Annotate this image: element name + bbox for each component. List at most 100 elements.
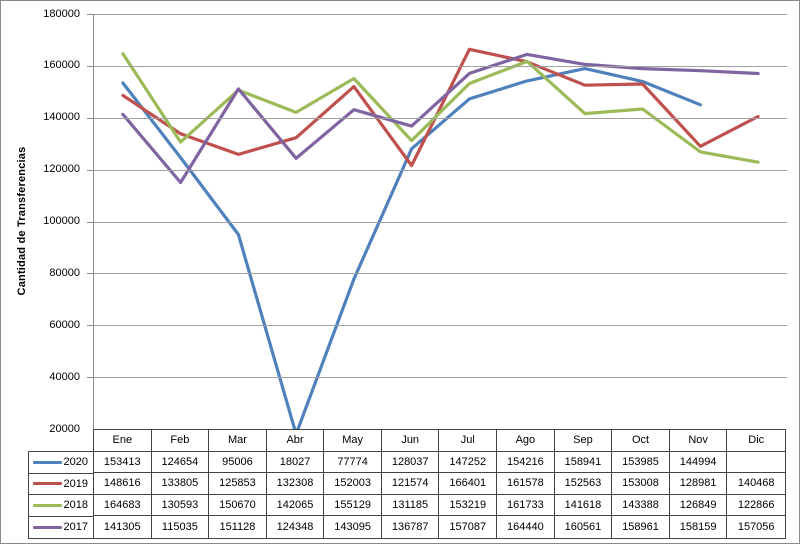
table-value-cell: 128981: [669, 473, 728, 495]
month-header-cell: Feb: [151, 430, 210, 452]
table-value-cell: 161733: [497, 494, 555, 517]
data-table: Ene Feb Mar Abr May Jun Jul Ago Sep Oct Nov Dic 1534…: [93, 429, 786, 539]
table-value-cell: 140468: [727, 473, 785, 495]
table-value-cell: [727, 452, 785, 474]
legend-row: 2018: [29, 495, 93, 517]
table-value-cell: 166401: [439, 473, 498, 495]
table-value-cell: 153985: [612, 451, 670, 474]
y-tick-label: 140000: [43, 111, 80, 124]
table-value-cell: 142065: [266, 494, 325, 517]
y-tick-label: 60000: [49, 318, 80, 331]
y-axis-tick: [87, 377, 94, 379]
month-header-cell: May: [324, 430, 382, 452]
table-value-cell: 158941: [554, 451, 613, 474]
gridline: [94, 14, 787, 15]
series-line-2020: [121, 66, 703, 429]
table-value-cell: 128037: [381, 451, 440, 474]
gridline: [94, 273, 787, 275]
legend-year-label: 2017: [63, 521, 88, 534]
y-axis-tick: [87, 14, 94, 15]
legend-row: 2019: [29, 474, 93, 495]
series-lines: [121, 47, 760, 429]
table-value-cell: 147252: [439, 451, 498, 474]
table-value-cell: 141305: [94, 516, 152, 538]
gridline: [94, 65, 787, 67]
gridline: [94, 221, 787, 223]
series-line-2018: [121, 52, 760, 164]
table-value-cell: 152563: [554, 473, 613, 495]
table-value-cell: 121574: [381, 473, 440, 495]
month-header-cell: Dic: [727, 430, 785, 452]
table-value-cell: 125853: [209, 473, 267, 495]
legend-key-line: [33, 482, 62, 486]
y-tick-label: 40000: [49, 370, 80, 383]
y-tick-label: 160000: [43, 59, 80, 72]
y-axis-tick: [87, 169, 94, 171]
legend-key-line: [33, 525, 62, 529]
month-header-cell: Abr: [266, 430, 325, 452]
table-value-cell: 124348: [267, 516, 325, 538]
month-header-cell: Ene: [94, 430, 152, 452]
gridline: [94, 169, 787, 171]
gridline: [94, 117, 787, 119]
y-tick-label: 100000: [43, 215, 80, 227]
gridline: [94, 377, 787, 379]
month-header-cell: Jul: [439, 430, 498, 452]
legend-year-label: 2019: [63, 477, 88, 490]
table-value-cell: 144994: [669, 451, 728, 474]
table-value-cell: 124654: [151, 451, 210, 474]
table-value-cell: 157087: [439, 516, 498, 538]
table-value-cell: 153413: [94, 451, 152, 474]
y-axis-tick: [87, 65, 94, 67]
table-value-cell: 132308: [266, 473, 325, 495]
month-header-cell: Oct: [612, 430, 670, 452]
legend-key-line: [33, 460, 62, 464]
y-tick-label: 120000: [43, 163, 80, 176]
table-value-cell: 158159: [670, 516, 728, 538]
series-line-2019: [121, 47, 760, 168]
table-value-cell: 148616: [94, 473, 152, 495]
table-value-cell: 136787: [382, 516, 440, 538]
legend-key-line: [33, 503, 62, 507]
table-value-cell: 153219: [439, 494, 498, 517]
month-header-cell: Mar: [209, 430, 267, 452]
table-value-cell: 153008: [612, 473, 670, 495]
table-value-cell: 143095: [324, 516, 382, 538]
table-value-cell: 155129: [324, 494, 382, 517]
month-header-cell: Sep: [554, 430, 613, 452]
y-axis-tick: [87, 117, 94, 119]
y-axis-title: Cantidad de Transferencias: [16, 146, 28, 296]
legend-year-label: 2020: [63, 456, 88, 469]
table-value-cell: 154216: [497, 451, 555, 474]
y-axis-tick: [87, 221, 94, 223]
y-axis-tick: [87, 273, 94, 275]
y-tick-label: 80000: [49, 266, 80, 279]
table-value-cell: 157056: [737, 521, 775, 534]
table-value-cell: 95006: [209, 451, 267, 474]
y-tick-label: 180000: [43, 7, 80, 20]
table-value-cell: 115035: [152, 516, 210, 538]
table-value-cell: 18027: [266, 451, 325, 474]
table-value-cell: 126849: [669, 494, 728, 517]
table-value-cell: 161578: [497, 473, 555, 495]
y-axis-tick: [87, 325, 94, 327]
table-value-cell: 152003: [324, 473, 382, 495]
legend-row: 2020: [29, 452, 93, 474]
table-value-cell: 164440: [497, 516, 555, 538]
gridline: [94, 325, 787, 327]
month-header-cell: Ago: [497, 430, 555, 452]
table-value-cell: 131185: [381, 494, 440, 517]
table-value-cell: 164683: [94, 494, 152, 517]
series-line-2017: [121, 52, 760, 185]
table-value-cell: 143388: [612, 494, 670, 517]
table-value-cell: 133805: [151, 473, 210, 495]
table-value-cell: 77774: [324, 451, 382, 474]
legend-row: 2017: [29, 517, 93, 539]
y-tick-label: 20000: [49, 422, 80, 435]
table-value-cell: 130593: [151, 494, 210, 517]
month-header-cell: Nov: [669, 430, 728, 452]
table-value-cell: 160561: [555, 516, 613, 538]
table-value-cell: 141618: [554, 494, 613, 517]
legend-year-label: 2018: [63, 499, 88, 512]
